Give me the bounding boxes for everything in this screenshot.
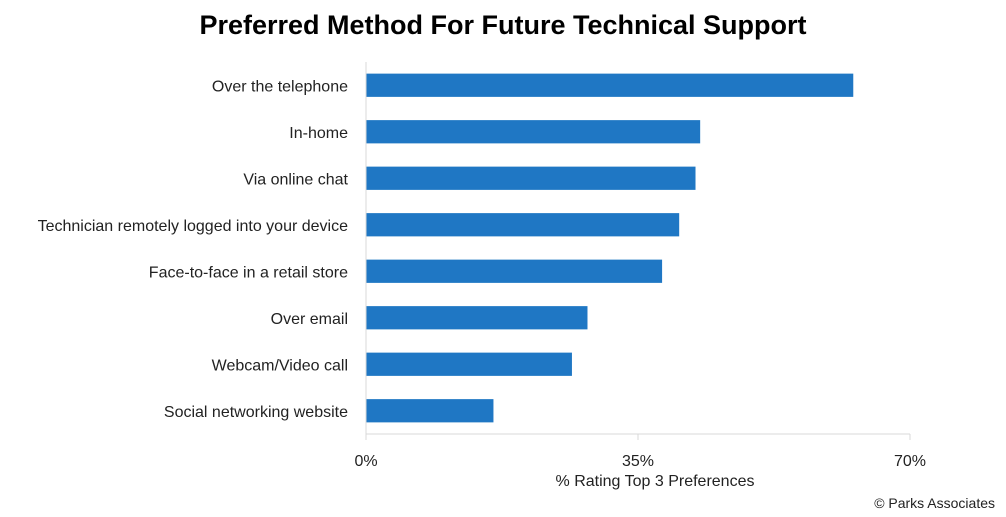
category-label: In-home <box>289 125 348 142</box>
chart-title: Preferred Method For Future Technical Su… <box>199 10 806 40</box>
category-label: Social networking website <box>164 404 348 421</box>
bar <box>366 166 696 190</box>
x-tick-label: 70% <box>894 453 926 470</box>
bars-layer <box>366 73 854 423</box>
bar <box>366 213 680 237</box>
bar <box>366 120 701 144</box>
x-tick-label: 0% <box>354 453 377 470</box>
category-label: Over the telephone <box>212 78 348 95</box>
bar <box>366 399 494 423</box>
category-label: Via online chat <box>243 171 348 188</box>
copyright-note: © Parks Associates <box>874 495 995 511</box>
x-axis: 0% 35% 70% <box>354 62 926 470</box>
category-label: Webcam/Video call <box>212 357 348 374</box>
category-label: Face-to-face in a retail store <box>149 264 348 281</box>
bar <box>366 352 572 376</box>
bar <box>366 73 854 97</box>
x-tick-label: 35% <box>622 453 654 470</box>
bar <box>366 259 663 283</box>
bar <box>366 306 588 330</box>
category-label: Technician remotely logged into your dev… <box>38 218 349 235</box>
category-label: Over email <box>271 311 348 328</box>
category-labels: Over the telephone In-home Via online chat… <box>38 78 349 421</box>
x-axis-title: % Rating Top 3 Preferences <box>556 473 755 490</box>
